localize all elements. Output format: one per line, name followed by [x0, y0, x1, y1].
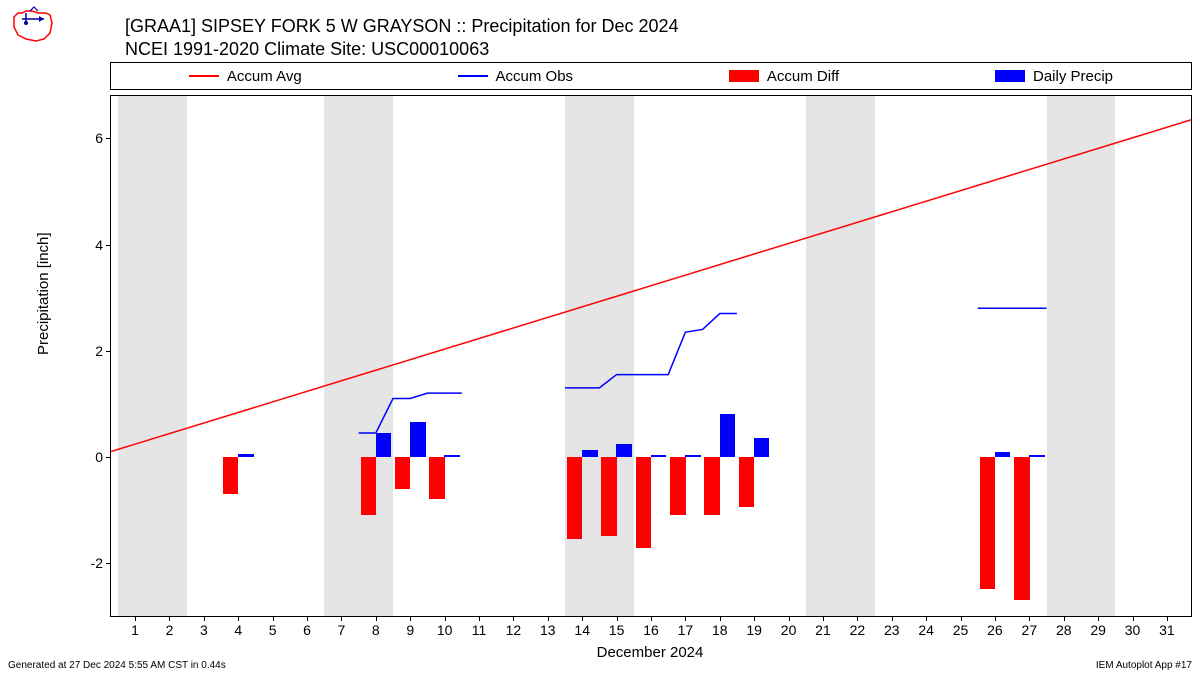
y-tick-label: 6	[95, 130, 103, 146]
bar	[376, 433, 391, 457]
x-tick-label: 29	[1090, 622, 1106, 638]
x-tick-label: 2	[166, 622, 174, 638]
x-tick-label: 11	[472, 622, 487, 638]
x-tick-label: 26	[987, 622, 1003, 638]
bar	[616, 444, 631, 457]
bar	[1014, 457, 1029, 600]
chart-plot-area: -202461234567891011121314151617181920212…	[110, 95, 1192, 617]
bar	[636, 457, 651, 548]
footer-generated: Generated at 27 Dec 2024 5:55 AM CST in …	[8, 660, 226, 671]
x-tick-label: 14	[574, 622, 590, 638]
bar	[238, 454, 253, 457]
y-tick-label: -2	[91, 555, 103, 571]
iem-logo	[8, 5, 56, 45]
bar	[410, 422, 425, 456]
x-tick-label: 16	[643, 622, 659, 638]
x-tick-label: 7	[338, 622, 346, 638]
weekend-shade	[118, 96, 187, 616]
x-tick-label: 22	[850, 622, 866, 638]
x-tick-label: 30	[1125, 622, 1141, 638]
weekend-shade	[1047, 96, 1116, 616]
x-tick-label: 9	[406, 622, 414, 638]
bar	[995, 452, 1010, 457]
legend-swatch	[189, 75, 219, 77]
legend-item: Accum Avg	[189, 68, 302, 85]
bar	[567, 457, 582, 539]
x-tick-label: 23	[884, 622, 900, 638]
x-tick-label: 13	[540, 622, 556, 638]
legend-swatch	[995, 70, 1025, 82]
x-tick-label: 1	[131, 622, 139, 638]
bar	[1029, 455, 1044, 457]
x-tick-label: 20	[781, 622, 797, 638]
legend-label: Accum Avg	[227, 68, 302, 85]
bar	[739, 457, 754, 507]
bar	[395, 457, 410, 489]
x-tick-label: 3	[200, 622, 208, 638]
weekend-shade	[806, 96, 875, 616]
bar	[601, 457, 616, 537]
bar	[720, 414, 735, 456]
bar	[980, 457, 995, 590]
legend: Accum Avg Accum Obs Accum Diff Daily Precip	[110, 62, 1192, 90]
x-axis-label: December 2024	[110, 644, 1190, 661]
y-tick-label: 0	[95, 449, 103, 465]
legend-item: Accum Diff	[729, 68, 839, 85]
bar	[704, 457, 719, 515]
bar	[361, 457, 376, 515]
x-tick-label: 17	[678, 622, 694, 638]
y-tick-label: 2	[95, 343, 103, 359]
x-tick-label: 27	[1022, 622, 1038, 638]
x-tick-label: 15	[609, 622, 625, 638]
x-tick-label: 28	[1056, 622, 1072, 638]
bar	[429, 457, 444, 499]
legend-label: Daily Precip	[1033, 68, 1113, 85]
x-tick-label: 24	[918, 622, 934, 638]
footer-app: IEM Autoplot App #17	[1096, 660, 1192, 671]
x-tick-label: 19	[746, 622, 762, 638]
x-tick-label: 8	[372, 622, 380, 638]
legend-label: Accum Diff	[767, 68, 839, 85]
y-tick-label: 4	[95, 237, 103, 253]
title-line-1: [GRAA1] SIPSEY FORK 5 W GRAYSON :: Preci…	[125, 15, 679, 38]
legend-label: Accum Obs	[496, 68, 574, 85]
y-axis-label: Precipitation [inch]	[35, 232, 52, 355]
x-tick-label: 10	[437, 622, 453, 638]
x-tick-label: 21	[815, 622, 831, 638]
x-tick-label: 12	[506, 622, 522, 638]
bar	[670, 457, 685, 515]
x-tick-label: 6	[303, 622, 311, 638]
bar	[754, 438, 769, 457]
legend-item: Accum Obs	[458, 68, 574, 85]
legend-item: Daily Precip	[995, 68, 1113, 85]
title-line-2: NCEI 1991-2020 Climate Site: USC00010063	[125, 38, 679, 61]
legend-swatch	[729, 70, 759, 82]
x-tick-label: 25	[953, 622, 969, 638]
bar	[223, 457, 238, 494]
bar	[685, 455, 700, 457]
chart-title: [GRAA1] SIPSEY FORK 5 W GRAYSON :: Preci…	[125, 15, 679, 62]
bar	[444, 455, 459, 457]
x-tick-label: 31	[1159, 622, 1175, 638]
bar	[651, 455, 666, 457]
x-tick-label: 5	[269, 622, 277, 638]
legend-swatch	[458, 75, 488, 77]
bar	[582, 450, 597, 456]
weekend-shade	[324, 96, 393, 616]
x-tick-label: 4	[234, 622, 242, 638]
x-tick-label: 18	[712, 622, 728, 638]
